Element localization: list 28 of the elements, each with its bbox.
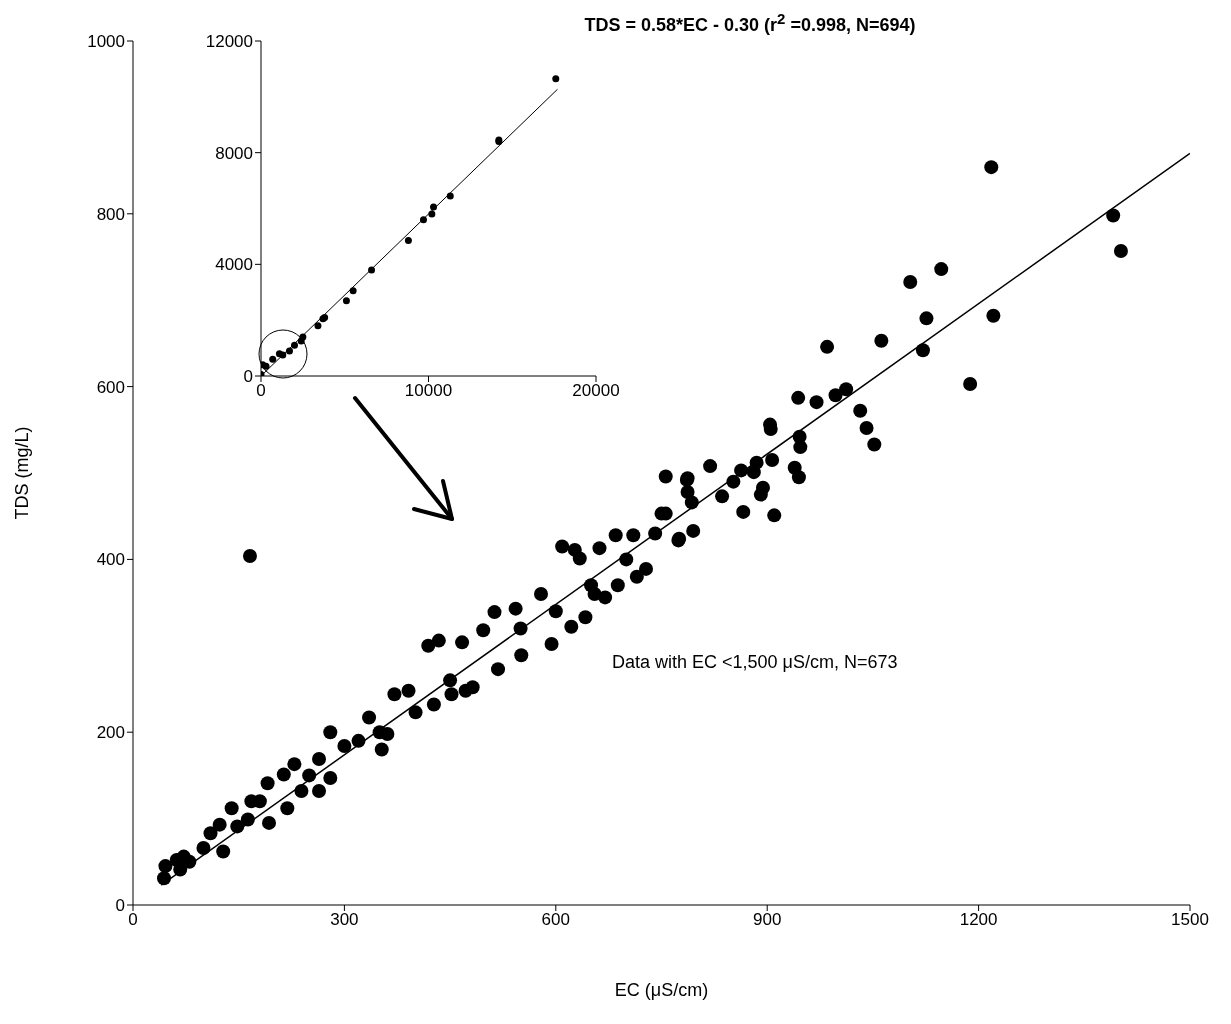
x-tick-label: 10000 — [404, 381, 453, 401]
x-tick-label: 0 — [128, 910, 138, 930]
y-tick-label: 8000 — [215, 143, 253, 163]
y-tick-label: 1000 — [87, 32, 125, 52]
chart-title: TDS = 0.58*EC - 0.30 (r$^{2}$ =0.998, N=694) — [583, 10, 917, 36]
x-tick-label: 900 — [753, 910, 782, 930]
y-tick-label: 200 — [96, 723, 125, 743]
y-tick-label: 12000 — [205, 32, 253, 52]
point — [314, 322, 322, 330]
y-axis-title: TDS (mg/L) — [12, 426, 33, 520]
x-tick-label: 600 — [541, 910, 570, 930]
x-tick-label: 0 — [256, 381, 266, 401]
x-axis-title: EC (μS/cm) — [614, 980, 709, 1000]
y-tick-label: 800 — [96, 204, 125, 224]
x-tick-label: 1500 — [1171, 910, 1209, 930]
point — [552, 75, 560, 83]
y-tick-label: 4000 — [215, 255, 253, 275]
y-tick-label: 0 — [115, 896, 125, 916]
point — [404, 237, 412, 245]
point — [269, 355, 277, 363]
x-tick-label: 300 — [330, 910, 359, 930]
annotation: Data with EC <1,500 μS/cm, N=673 — [612, 652, 898, 673]
point — [349, 287, 357, 295]
x-tick-label: 1200 — [959, 910, 998, 930]
point — [342, 297, 350, 305]
y-tick-label: 0 — [243, 367, 253, 387]
y-tick-label: 400 — [96, 550, 125, 570]
x-tick-label: 20000 — [572, 381, 620, 401]
